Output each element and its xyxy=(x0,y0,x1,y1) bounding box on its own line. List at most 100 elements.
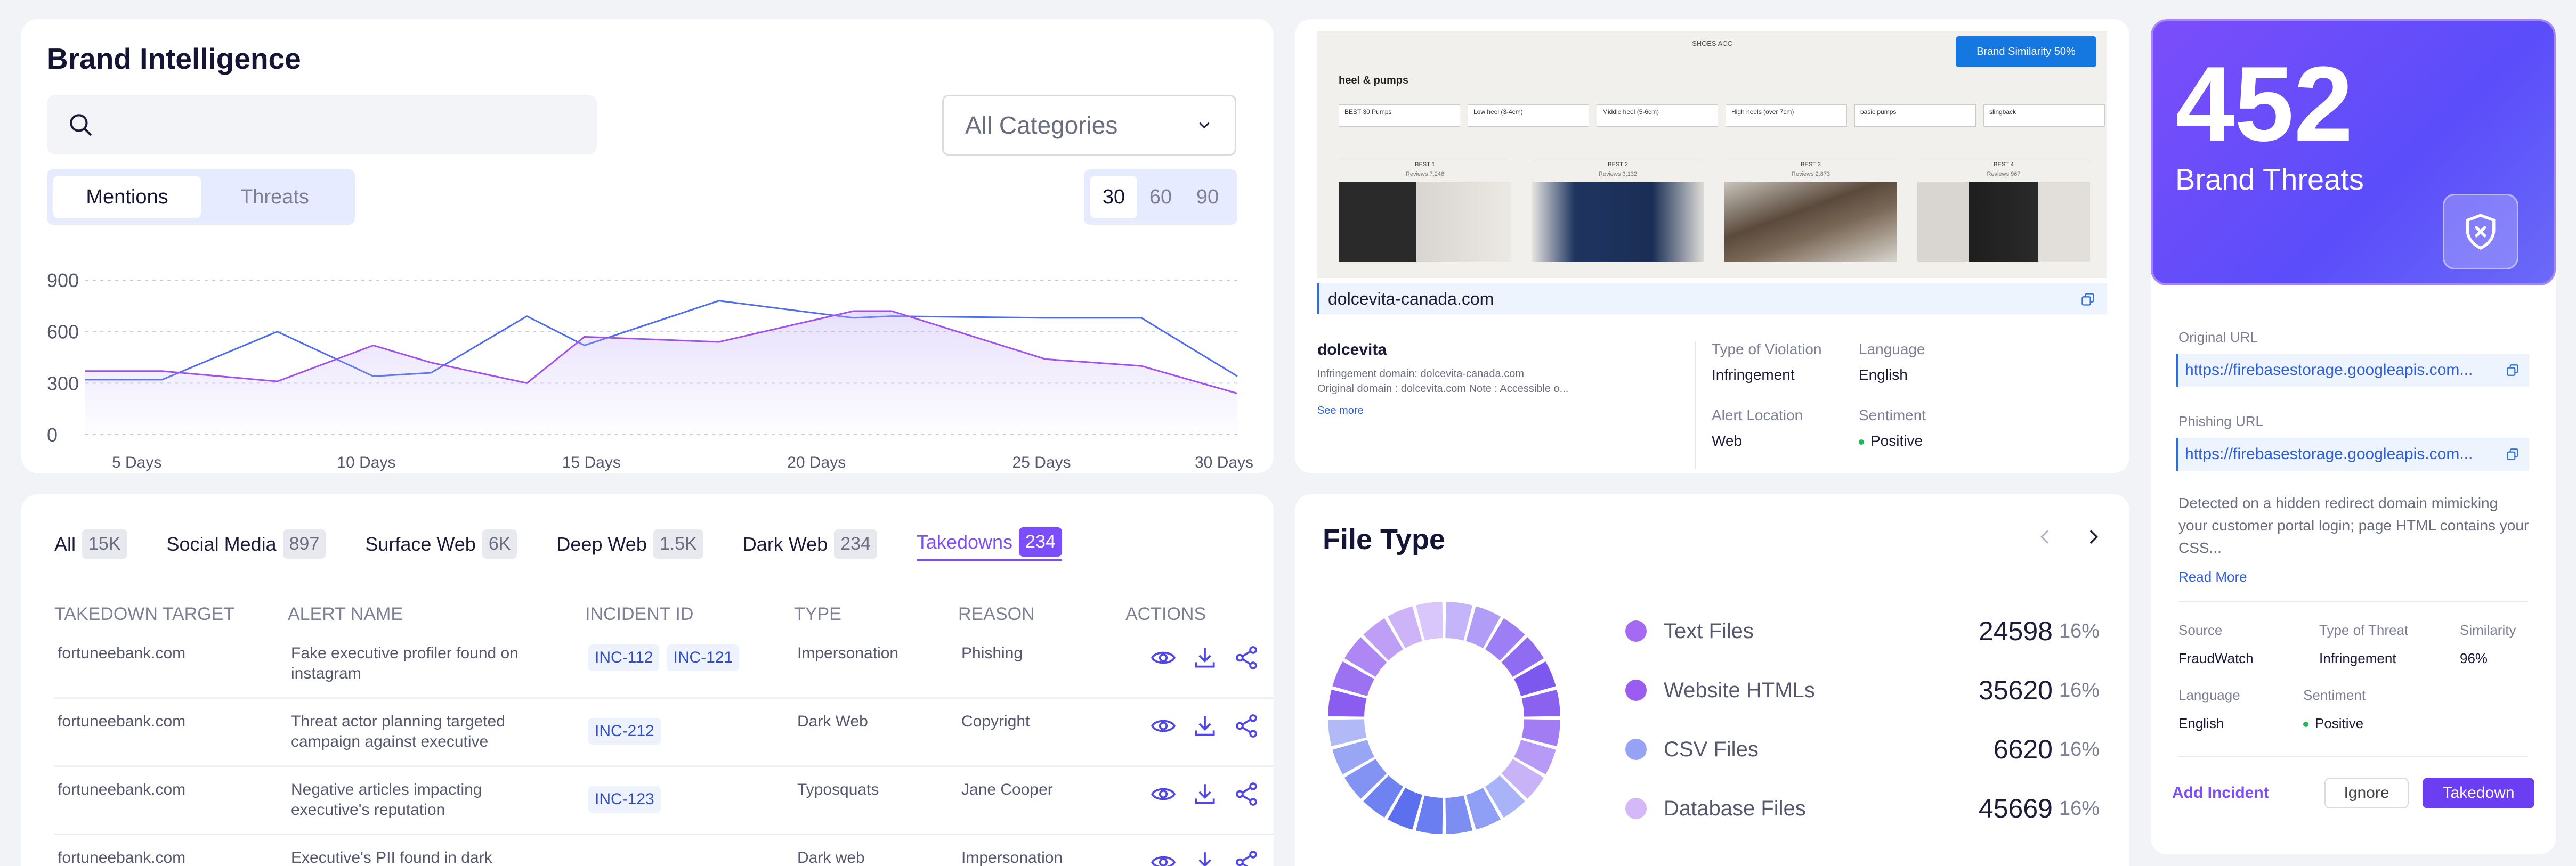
share-icon[interactable] xyxy=(1233,644,1260,671)
legend-item-database-files: Database Files 45669 16% xyxy=(1625,790,2100,827)
table-row[interactable]: fortuneebank.com Threat actor planning t… xyxy=(54,699,1274,767)
copy-icon[interactable] xyxy=(2506,363,2520,377)
alert-reason: Copyright xyxy=(961,713,1030,730)
phishing-url-label: Phishing URL xyxy=(2178,413,2263,429)
tab-social-media[interactable]: Social Media 897 xyxy=(167,529,326,559)
tab-takedowns[interactable]: Takedowns 234 xyxy=(916,527,1062,561)
screenshot-filter: Middle heel (5-6cm) xyxy=(1597,104,1718,127)
donut-segment xyxy=(1332,661,1374,696)
legend-label: CSV Files xyxy=(1664,737,1759,761)
share-icon[interactable] xyxy=(1233,849,1260,866)
chevron-right-icon[interactable] xyxy=(2083,526,2104,548)
screenshot-filter: High heels (over 7cm) xyxy=(1726,104,1847,127)
product-reviews: Reviews 2,873 xyxy=(1791,171,1830,177)
table-row[interactable]: fortuneebank.com Executive's PII found i… xyxy=(54,835,1274,866)
search-input[interactable] xyxy=(47,95,597,154)
legend-label: Website HTMLs xyxy=(1664,678,1815,702)
column-header-actions: ACTIONS xyxy=(1125,604,1206,624)
y-tick-label: 600 xyxy=(47,321,79,343)
screenshot-subheading: heel & pumps xyxy=(1339,75,1409,86)
category-select[interactable]: All Categories xyxy=(942,95,1236,156)
column-header-incident-id: INCIDENT ID xyxy=(585,604,694,624)
alert-name: Threat actor planning targeted campaign … xyxy=(291,713,505,750)
legend-percent: 16% xyxy=(2059,738,2100,761)
series-line-2 xyxy=(85,310,1238,395)
x-tick-label: 25 Days xyxy=(1012,454,1071,471)
file-type-card: File Type Text Files 24598 16% Website H… xyxy=(1295,494,2129,866)
donut-segment xyxy=(1501,637,1544,677)
table-row[interactable]: fortuneebank.com Fake executive profiler… xyxy=(54,631,1274,699)
column-header-reason: REASON xyxy=(958,604,1035,624)
brand-intelligence-title: Brand Intelligence xyxy=(47,42,301,75)
donut-segment xyxy=(1514,661,1556,696)
tab-label: Dark Web xyxy=(742,533,828,555)
tab-dark-web[interactable]: Dark Web 234 xyxy=(743,529,877,559)
original-url-field[interactable]: https://firebasestorage.googleapis.com..… xyxy=(2176,354,2529,387)
share-icon[interactable] xyxy=(1233,781,1260,807)
days-60-button[interactable]: 60 xyxy=(1149,185,1172,208)
legend-label: Text Files xyxy=(1664,619,1754,643)
legend-swatch xyxy=(1625,620,1647,642)
table-row[interactable]: fortuneebank.com Negative articles impac… xyxy=(54,767,1274,835)
count-badge: 234 xyxy=(1019,527,1062,557)
threat-count: 452 xyxy=(2175,45,2353,164)
tab-all[interactable]: All 15K xyxy=(54,529,127,559)
phishing-url-field[interactable]: https://firebasestorage.googleapis.com..… xyxy=(2176,438,2529,471)
download-icon[interactable] xyxy=(1192,849,1218,866)
eye-icon[interactable] xyxy=(1150,781,1177,807)
x-tick-label: 30 Days xyxy=(1195,454,1253,471)
screenshot-header: SHOES ACC xyxy=(1692,39,1732,47)
takedown-button[interactable]: Takedown xyxy=(2423,778,2534,808)
copy-icon[interactable] xyxy=(2506,447,2520,461)
incident-ids: INC-212 xyxy=(588,718,668,745)
download-icon[interactable] xyxy=(1192,713,1218,739)
donut-segment xyxy=(1363,618,1403,661)
count-badge: 15K xyxy=(82,529,127,559)
add-incident-button[interactable]: Add Incident xyxy=(2172,784,2269,802)
legend-item-text-files: Text Files 24598 16% xyxy=(1625,612,2100,650)
download-icon[interactable] xyxy=(1192,781,1218,807)
alert-reason: Impersonation xyxy=(961,849,1063,866)
language-field: Language English xyxy=(1859,341,1925,383)
positive-dot-icon xyxy=(1859,439,1864,445)
product-reviews: Reviews 967 xyxy=(1987,171,2021,177)
legend-swatch xyxy=(1625,798,1647,819)
donut-segment xyxy=(1521,719,1560,747)
days-30-button[interactable]: 30 xyxy=(1090,176,1137,218)
incident-tag[interactable]: INC-212 xyxy=(588,718,661,745)
shield-x-icon xyxy=(2443,194,2518,269)
eye-icon[interactable] xyxy=(1150,849,1177,866)
incident-tag[interactable]: INC-121 xyxy=(667,644,740,671)
legend-percent: 16% xyxy=(2059,797,2100,820)
x-tick-label: 5 Days xyxy=(112,454,161,471)
incident-tag[interactable]: INC-112 xyxy=(588,644,660,671)
donut-segment xyxy=(1466,606,1501,648)
ignore-button[interactable]: Ignore xyxy=(2324,778,2409,808)
download-icon[interactable] xyxy=(1192,644,1218,671)
divider xyxy=(2178,756,2528,757)
donut-segment xyxy=(1501,759,1544,799)
infringing-url-field[interactable]: dolcevita-canada.com xyxy=(1317,283,2107,314)
phishing-url-value: https://firebasestorage.googleapis.com..… xyxy=(2185,445,2473,463)
tab-mentions[interactable]: Mentions xyxy=(53,176,201,218)
eye-icon[interactable] xyxy=(1150,644,1177,671)
donut-segment xyxy=(1328,719,1367,747)
alert-preview-card: SHOES ACC heel & pumps Brand Similarity … xyxy=(1295,19,2129,473)
days-90-button[interactable]: 90 xyxy=(1196,185,1219,208)
original-domain-text: Original domain : dolcevita.com Note : A… xyxy=(1317,383,1569,395)
tab-surface-web[interactable]: Surface Web 6K xyxy=(365,529,517,559)
eye-icon[interactable] xyxy=(1150,713,1177,739)
tab-label: Social Media xyxy=(166,533,277,555)
read-more-link[interactable]: Read More xyxy=(2178,569,2247,585)
share-icon[interactable] xyxy=(1233,713,1260,739)
original-url-value: https://firebasestorage.googleapis.com..… xyxy=(2185,361,2473,379)
legend-value: 45669 xyxy=(1978,794,2053,823)
alert-name: Negative articles impacting executive's … xyxy=(291,781,482,819)
tab-threats[interactable]: Threats xyxy=(240,185,309,208)
tab-deep-web[interactable]: Deep Web 1.5K xyxy=(556,529,703,559)
chevron-left-icon[interactable] xyxy=(2035,526,2056,548)
takedown-target: fortuneebank.com xyxy=(58,849,186,866)
see-more-link[interactable]: See more xyxy=(1317,405,1364,416)
incident-tag[interactable]: INC-123 xyxy=(588,786,661,813)
copy-icon[interactable] xyxy=(2080,292,2095,307)
